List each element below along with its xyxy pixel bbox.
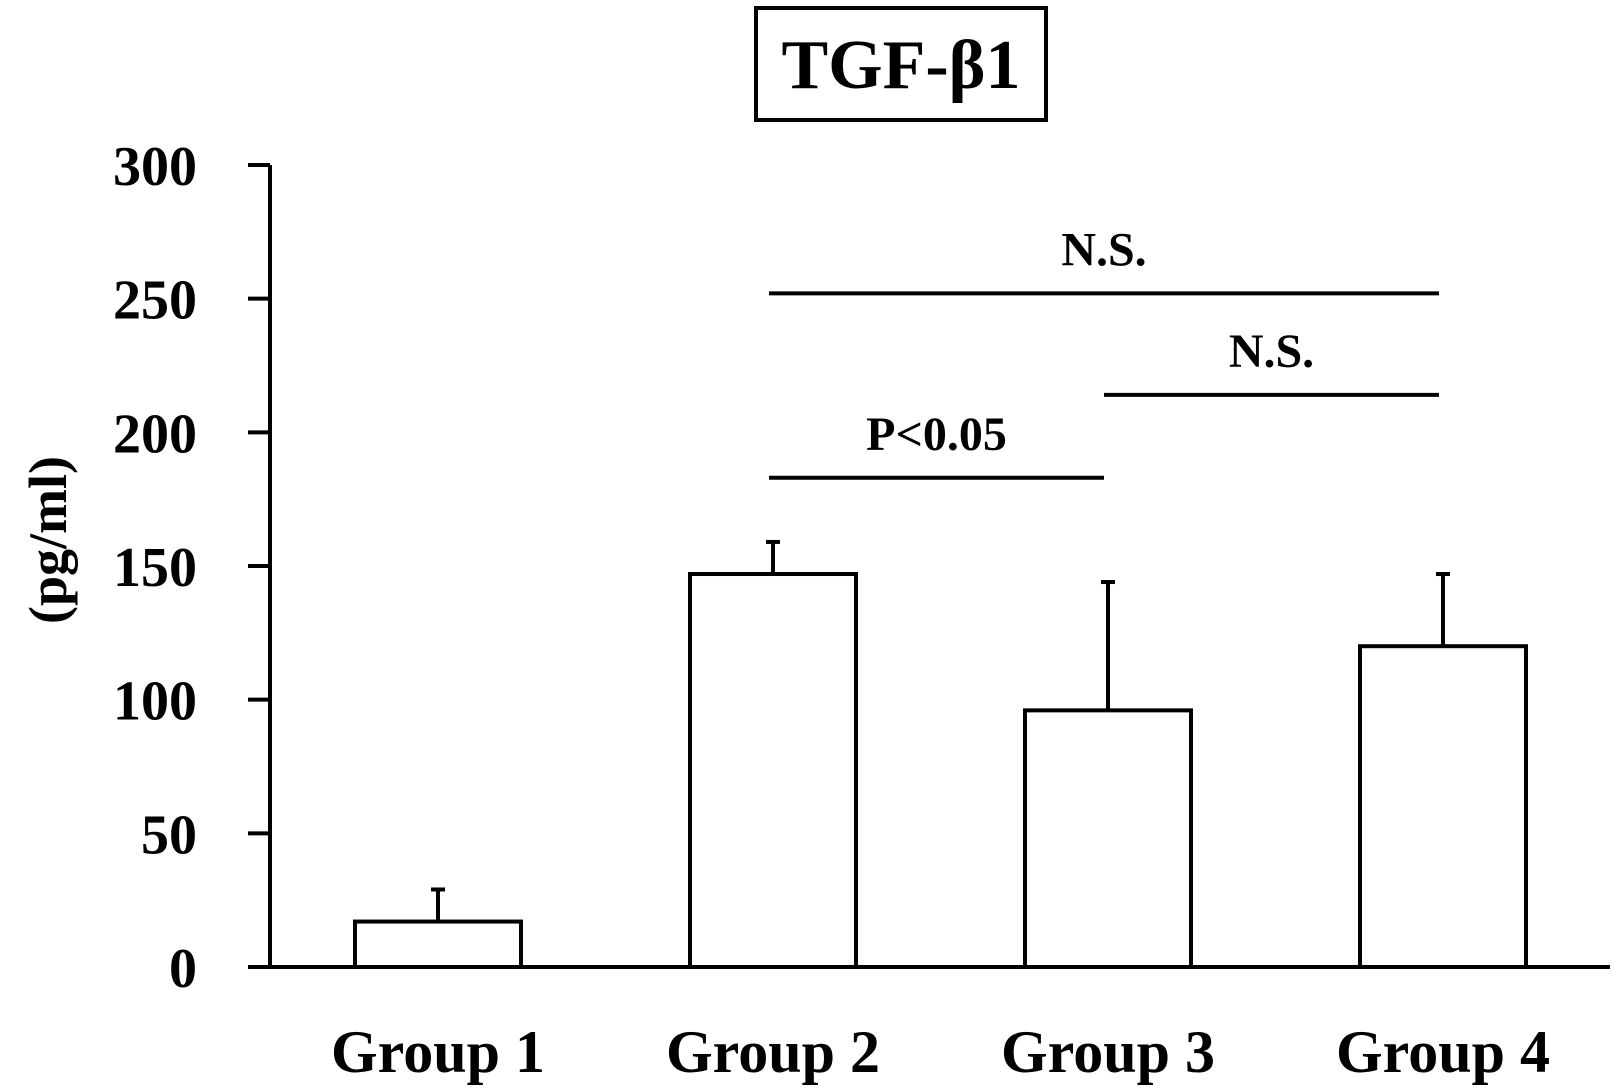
significance-label: N.S. xyxy=(1061,223,1146,276)
y-tick-label: 50 xyxy=(141,804,197,866)
title-box xyxy=(754,6,1048,122)
x-tick-labels: Group 1 Group 2 Group 3 Group 4 xyxy=(331,1019,1550,1085)
chart-title: TGF-β1 xyxy=(781,27,1020,104)
significance-label: P<0.05 xyxy=(866,408,1007,461)
significance-label: N.S. xyxy=(1229,325,1314,378)
bars xyxy=(353,539,1528,970)
y-tick-label: 300 xyxy=(113,136,197,198)
x-tick-label: Group 2 xyxy=(666,1019,880,1085)
bar xyxy=(353,919,523,970)
y-tick-label: 150 xyxy=(113,537,197,599)
x-tick-label: Group 1 xyxy=(331,1019,545,1085)
significance-annotations: P<0.05 N.S. N.S. xyxy=(769,223,1439,480)
y-tick-label: 200 xyxy=(113,403,197,465)
bar xyxy=(688,572,858,970)
y-tick-label: 0 xyxy=(169,938,197,1000)
y-tick-label: 100 xyxy=(113,671,197,733)
bar xyxy=(1358,644,1528,969)
bar xyxy=(1023,708,1193,969)
x-tick-label: Group 4 xyxy=(1336,1019,1550,1085)
y-tick-label: 250 xyxy=(113,270,197,332)
x-tick-label: Group 3 xyxy=(1001,1019,1215,1085)
y-axis-label: (pg/ml) xyxy=(18,456,78,624)
